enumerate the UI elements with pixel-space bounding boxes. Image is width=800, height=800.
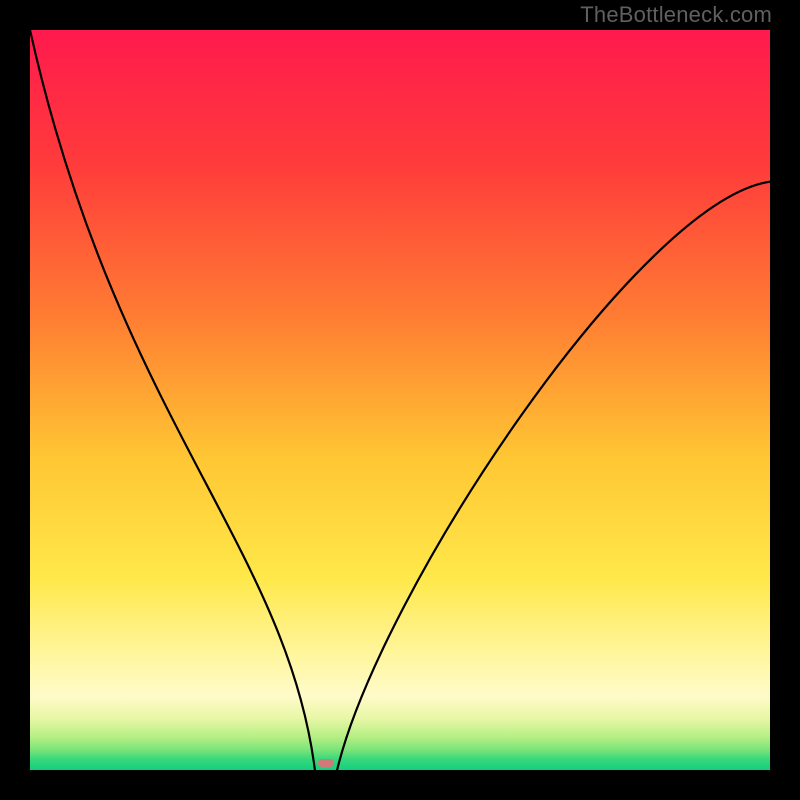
- watermark-text: TheBottleneck.com: [580, 2, 772, 28]
- optimum-marker: [318, 759, 334, 768]
- chart-container: TheBottleneck.com: [0, 0, 800, 800]
- gradient-background: [30, 30, 770, 770]
- plot-area: [30, 30, 770, 770]
